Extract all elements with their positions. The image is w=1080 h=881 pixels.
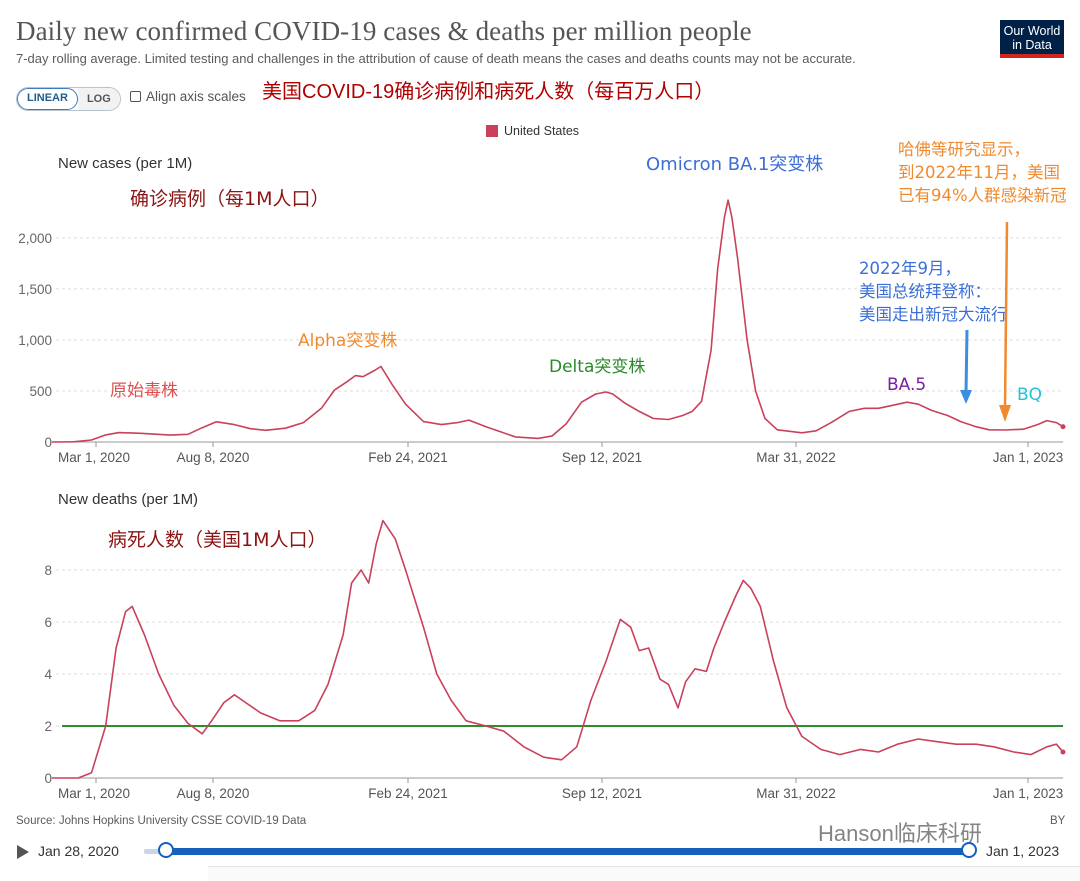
arrow-head-icon (960, 390, 972, 404)
cases-series-line (51, 199, 1064, 443)
chinese-headline: 美国COVID-19确诊病例和病死人数（每百万人口） (262, 81, 715, 103)
legend-label: United States (504, 124, 580, 138)
source-note: Source: Johns Hopkins University CSSE CO… (16, 815, 307, 827)
x-tick-label: Sep 12, 2021 (562, 786, 642, 801)
y-tick-label: 2 (44, 719, 52, 734)
deaths-chart-title: New deaths (per 1M) (58, 491, 198, 508)
play-icon[interactable] (17, 845, 29, 859)
annotation-label: Omicron BA.1突变株 (646, 154, 823, 175)
x-tick-label: Jan 1, 2023 (993, 786, 1064, 801)
checkbox-icon (130, 91, 141, 102)
arrow-head-icon (999, 405, 1011, 422)
log-scale-button[interactable]: LOG (77, 88, 120, 110)
annotation-line: 2022年9月， (859, 259, 961, 278)
scale-toggle: LINEAR LOG (16, 87, 121, 111)
timeline-start-date: Jan 28, 2020 (38, 843, 119, 859)
annotation-label: Alpha突变株 (298, 331, 397, 351)
annotation-line: 美国走出新冠大流行 (859, 305, 1008, 324)
legend-swatch (486, 125, 498, 137)
align-axis-checkbox[interactable]: Align axis scales (130, 89, 246, 104)
y-tick-label: 0 (44, 435, 52, 450)
x-tick-label: Aug 8, 2020 (177, 786, 250, 801)
timeline-start-handle[interactable] (158, 842, 174, 858)
y-tick-label: 1,000 (18, 333, 52, 348)
y-tick-label: 6 (44, 615, 52, 630)
owid-logo[interactable]: Our World in Data (1000, 20, 1064, 58)
x-tick-label: Mar 31, 2022 (756, 786, 836, 801)
x-tick-label: Mar 1, 2020 (58, 450, 130, 465)
annotation-label: 原始毒株 (110, 381, 178, 401)
x-tick-label: Aug 8, 2020 (177, 450, 250, 465)
arrow-shaft (964, 329, 969, 395)
y-tick-label: 1,500 (18, 282, 52, 297)
annotation-line: 已有94%人群感染新冠 (898, 186, 1067, 205)
annotation-line: 美国总统拜登称： (859, 282, 991, 301)
y-tick-label: 8 (44, 563, 52, 578)
deaths-chart: New deaths (per 1M) 病死人数（美国1M人口） 0 2 4 6 8 Mar … (44, 491, 1066, 801)
timeline-range[interactable] (166, 848, 969, 855)
logo-line-1: Our World (1003, 24, 1061, 38)
series-end-point (1060, 749, 1066, 755)
watermark: Hanson临床科研 (818, 821, 982, 846)
timeline-end-date: Jan 1, 2023 (986, 843, 1060, 859)
x-tick-label: Feb 24, 2021 (368, 450, 448, 465)
x-tick-label: Sep 12, 2021 (562, 450, 642, 465)
annotation-label: Delta突变株 (549, 357, 645, 377)
y-tick-label: 500 (29, 384, 52, 399)
y-tick-label: 2,000 (18, 231, 52, 246)
deaths-series-line (51, 519, 1064, 779)
y-tick-label: 0 (44, 771, 52, 786)
x-tick-label: Mar 1, 2020 (58, 786, 130, 801)
annotation-label: BA.5 (887, 375, 926, 395)
x-tick-label: Feb 24, 2021 (368, 786, 448, 801)
y-tick-label: 4 (44, 667, 52, 682)
legend[interactable]: United States (486, 124, 579, 138)
arrow-shaft (1003, 221, 1009, 409)
align-axis-label: Align axis scales (146, 89, 246, 104)
timeline-end-handle[interactable] (961, 842, 977, 858)
x-tick-label: Mar 31, 2022 (756, 450, 836, 465)
chart-subtitle: 7-day rolling average. Limited testing a… (16, 51, 856, 66)
cases-chart: New cases (per 1M) 确诊病例（每1M人口） 0 500 1,000 1,… (18, 140, 1066, 465)
linear-scale-button[interactable]: LINEAR (17, 88, 78, 110)
logo-line-2: in Data (1012, 38, 1052, 52)
cases-chart-title: New cases (per 1M) (58, 155, 192, 172)
deaths-subtitle-cn: 病死人数（美国1M人口） (108, 529, 326, 551)
x-tick-label: Jan 1, 2023 (993, 450, 1064, 465)
annotation-line: 到2022年11月，美国 (898, 163, 1060, 182)
chart-title: Daily new confirmed COVID-19 cases & dea… (16, 16, 752, 46)
bottom-tab-bar (208, 866, 1080, 881)
license-badge[interactable]: BY (1050, 815, 1066, 827)
cases-subtitle-cn: 确诊病例（每1M人口） (130, 188, 329, 210)
series-end-point (1060, 424, 1066, 430)
annotation-line: 哈佛等研究显示， (898, 140, 1030, 159)
annotation-label: BQ (1017, 385, 1042, 405)
